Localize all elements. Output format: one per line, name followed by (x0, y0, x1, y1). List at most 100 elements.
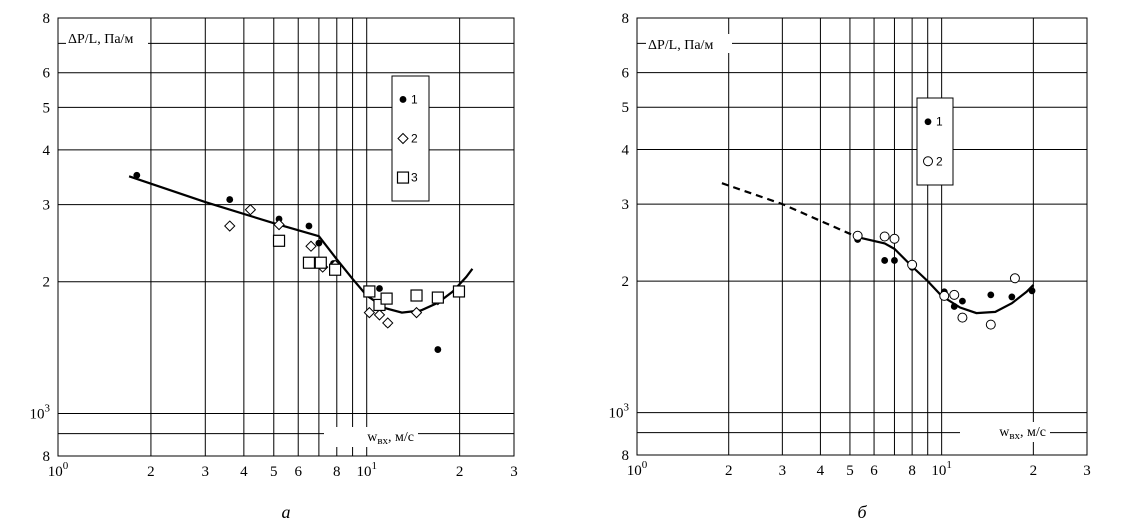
data-point (373, 298, 386, 312)
y-tick-label: 2 (622, 274, 630, 290)
x-gridlines (728, 18, 1034, 455)
data-point (1028, 287, 1036, 295)
plot-frame (636, 17, 1088, 456)
x-tick-label: 5 (846, 463, 854, 479)
x-axis-label: wвх, м/с (999, 425, 1046, 442)
data-point (431, 291, 444, 304)
data-point (434, 346, 442, 353)
data-point (985, 319, 996, 330)
legend-label: 1 (411, 92, 418, 106)
legend-label: 2 (936, 154, 943, 168)
data-point (891, 257, 898, 264)
legend-marker (397, 132, 409, 145)
y-tick-label: 5 (622, 100, 630, 116)
data-point (244, 204, 257, 216)
x-tick-label: 6 (294, 464, 302, 480)
data-point (329, 263, 342, 276)
y-tick-label: 8 (622, 448, 630, 464)
data-point (957, 312, 968, 323)
x-tick-label: 101 (356, 460, 377, 480)
legend-marker (923, 156, 933, 167)
x-tick-label: 2 (456, 464, 464, 480)
data-point (315, 239, 323, 247)
x-tick-label: 3 (510, 464, 518, 480)
data-point (852, 230, 863, 241)
x-tick-label: 100 (48, 460, 69, 480)
x-tick-label: 4 (817, 463, 825, 479)
y-tick-label: 3 (622, 197, 630, 213)
data-point (226, 196, 234, 203)
legend-label: 3 (411, 171, 418, 185)
series-2 (852, 230, 1020, 330)
x-tick-label: 3 (202, 464, 210, 480)
x-tick-label: 8 (333, 464, 341, 480)
panel-label: б (857, 502, 867, 522)
data-point (272, 234, 286, 247)
data-point (273, 218, 285, 231)
x-tick-label: 6 (870, 463, 878, 479)
legend-marker (396, 171, 410, 184)
y-tick-label: 6 (622, 66, 630, 82)
legend: 12 (916, 97, 954, 186)
xlabel-background (960, 422, 1050, 442)
data-point (1009, 273, 1020, 284)
series-1 (133, 171, 442, 353)
y-tick-label: 4 (43, 143, 51, 159)
x-tick-label: 3 (779, 463, 787, 479)
data-point (305, 240, 317, 252)
x-tick-label: 3 (1083, 463, 1091, 479)
ylabel-background (66, 28, 148, 47)
data-point (452, 285, 466, 298)
data-point (1008, 293, 1016, 301)
data-point (949, 289, 960, 300)
xlabel-background (324, 427, 418, 447)
legend-marker (399, 96, 407, 103)
y-tick-label: 103 (30, 403, 51, 423)
legend-label: 1 (936, 115, 943, 129)
data-point (382, 317, 394, 329)
x-tick-label: 2 (725, 463, 733, 479)
x-tick-label: 4 (240, 464, 248, 480)
data-point (363, 285, 376, 298)
data-point (410, 306, 423, 319)
legend-box (916, 97, 954, 186)
data-point (939, 290, 950, 301)
x-axis-label: wвх, м/с (367, 430, 414, 447)
data-point (380, 292, 393, 305)
x-tick-label: 8 (908, 463, 916, 479)
plot-frame (57, 17, 515, 457)
data-point (881, 257, 889, 264)
data-point (907, 259, 918, 270)
data-point (224, 220, 236, 232)
fit-curve (857, 236, 1035, 315)
y-gridlines (58, 42, 514, 435)
data-point (363, 306, 376, 319)
data-point (376, 285, 383, 292)
y-axis-label: ΔP/L, Па/м (68, 32, 133, 47)
y-tick-label: 5 (43, 100, 51, 116)
y-tick-label: 3 (43, 198, 51, 214)
y-tick-label: 4 (622, 143, 630, 159)
x-tick-label: 100 (627, 459, 648, 479)
ylabel-background (646, 34, 732, 53)
series-3 (272, 234, 466, 312)
y-tick-label: 8 (43, 11, 51, 27)
data-point (987, 291, 995, 299)
legend: 1 2 3 (391, 75, 430, 202)
data-point (373, 309, 386, 321)
x-tick-label: 101 (931, 459, 952, 479)
y-tick-label: 8 (622, 11, 630, 27)
data-point (133, 171, 141, 179)
data-point (950, 303, 958, 310)
y-axis-label: ΔP/L, Па/м (648, 38, 713, 53)
data-point (305, 222, 313, 230)
legend-marker (924, 118, 932, 126)
x-tick-label: 5 (270, 464, 278, 480)
fit-curve-dashed (721, 182, 859, 239)
data-point (959, 297, 966, 305)
x-tick-label: 2 (147, 464, 155, 480)
data-point (314, 256, 327, 269)
legend-label: 2 (411, 132, 418, 146)
